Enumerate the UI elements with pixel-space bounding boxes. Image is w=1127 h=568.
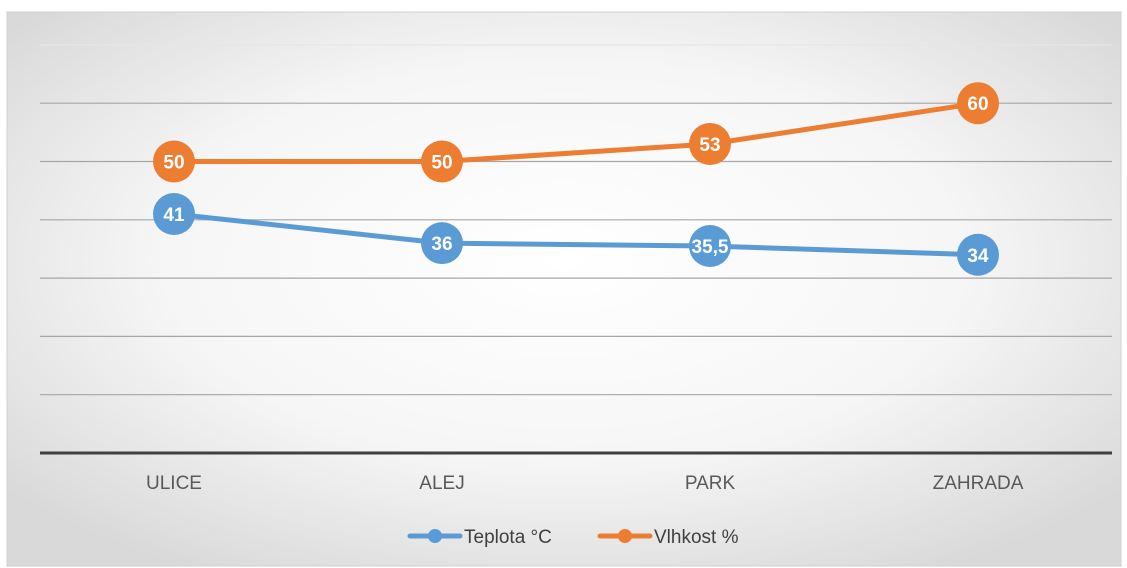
data-label: 50 [163, 153, 184, 174]
data-point [957, 82, 999, 125]
series-line-0 [171, 211, 981, 258]
x-tick-label: PARK [685, 473, 736, 494]
data-point [153, 192, 195, 235]
data-point [689, 123, 731, 166]
data-label: 41 [163, 205, 185, 226]
x-tick-label: ULICE [146, 473, 202, 494]
data-label: 34 [967, 246, 989, 267]
data-label: 60 [967, 94, 988, 115]
legend-marker-0 [428, 529, 442, 543]
data-label: 36 [431, 234, 452, 255]
data-point [421, 222, 463, 265]
plot-background [6, 11, 1122, 567]
legend-label-0: Teplota °C [464, 527, 552, 548]
legend-label-1: Vlhkost % [654, 527, 739, 548]
x-tick-label: ZAHRADA [933, 473, 1024, 494]
data-label: 35,5 [692, 237, 729, 258]
data-point [153, 140, 195, 183]
data-label: 53 [699, 135, 720, 156]
x-tick-label: ALEJ [419, 473, 464, 494]
series-line-1 [171, 100, 981, 164]
data-point [689, 225, 731, 268]
data-point [421, 140, 463, 183]
data-point [957, 233, 999, 276]
legend-marker-1 [618, 529, 632, 543]
data-label: 50 [431, 153, 452, 174]
